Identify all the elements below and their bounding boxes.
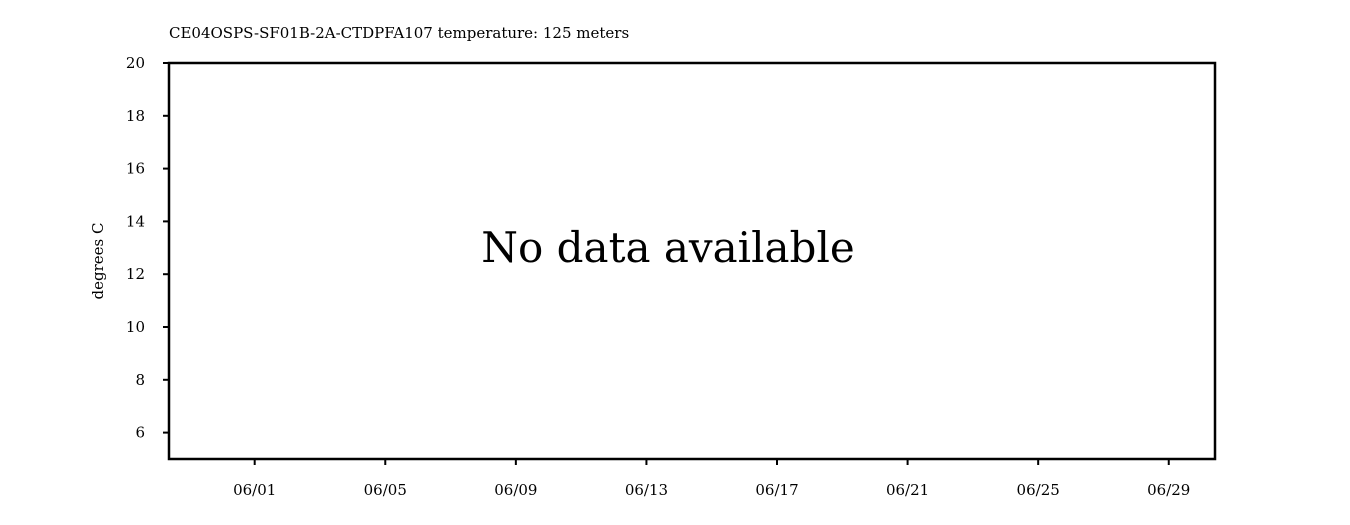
x-tick-label: 06/09	[494, 481, 537, 499]
chart-title: CE04OSPS-SF01B-2A-CTDPFA107 temperature:…	[169, 24, 629, 42]
plot-area-frame	[167, 61, 1217, 461]
x-tick-label: 06/25	[1017, 481, 1060, 499]
x-tick-label: 06/01	[233, 481, 276, 499]
y-tick-label: 10	[126, 318, 145, 336]
x-tick-label: 06/21	[886, 481, 929, 499]
y-tick-label: 8	[135, 371, 145, 389]
y-tick-label: 20	[126, 54, 145, 72]
y-axis: 6 8 10 12 14 16 18 20	[126, 54, 169, 442]
y-tick-label: 18	[126, 107, 145, 125]
y-tick-label: 12	[126, 265, 145, 283]
no-data-annotation: No data available	[481, 223, 854, 272]
x-tick-label: 06/29	[1147, 481, 1190, 499]
y-tick-label: 6	[135, 424, 145, 442]
x-tick-label: 06/13	[625, 481, 668, 499]
x-tick-label: 06/05	[364, 481, 407, 499]
y-axis-label: degrees C	[89, 223, 107, 300]
y-tick-label: 14	[126, 212, 145, 230]
x-axis: 06/01 06/05 06/09 06/13 06/17 06/21 06/25 06/29	[233, 459, 1190, 499]
x-tick-label: 06/17	[755, 481, 798, 499]
y-tick-label: 16	[126, 160, 145, 178]
